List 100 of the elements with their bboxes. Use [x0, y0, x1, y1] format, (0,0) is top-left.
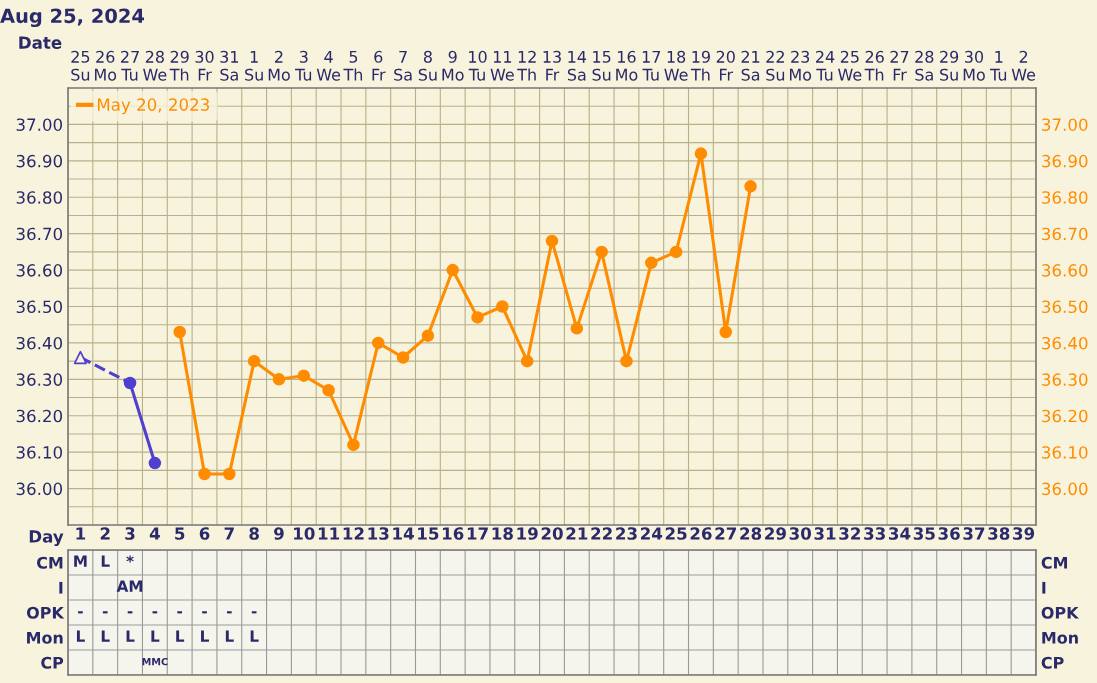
y2-tick-label: 36.40: [1042, 336, 1088, 350]
x-tick-label: 2 We: [1011, 50, 1036, 81]
point: [322, 384, 335, 397]
x-tick-label: 14 Sa: [567, 50, 587, 81]
point: [620, 354, 633, 368]
y-tick-label: 36.50: [16, 300, 63, 314]
x-tick-label: 27 Tu: [121, 50, 139, 81]
y-tick-label: 36.60: [16, 264, 63, 277]
text: M: [74, 555, 87, 567]
x-tick-label: 15: [418, 527, 439, 540]
y2-tick-label: OPK: [1041, 606, 1080, 619]
point: [372, 336, 385, 350]
x-tick-label: 18 We: [664, 50, 688, 81]
point: [471, 311, 484, 324]
y-tick-label: 36.30: [16, 373, 63, 386]
x-tick-label: 38: [988, 527, 1010, 540]
x-tick-label: 33: [864, 527, 885, 540]
x-tick-label: 27: [715, 527, 737, 540]
y-tick-label: 36.10: [16, 446, 63, 459]
x-tick-label: 5 Th: [343, 50, 363, 81]
text: L: [76, 630, 85, 642]
chart-title: Aug 25, 2024: [0, 8, 145, 28]
x-tick-label: 10 Tu: [468, 50, 487, 81]
x-tick-label: 35: [913, 527, 935, 540]
x-tick-label: 25: [665, 527, 687, 540]
text: L: [126, 630, 135, 642]
y2-tick-label: 36.30: [1042, 373, 1088, 386]
y-tick-label: 36.20: [16, 409, 63, 423]
x-tick-label: 37: [963, 527, 985, 540]
x-tick-label: 1 Tu: [989, 50, 1007, 81]
text: L: [151, 630, 160, 642]
x-tick-label: 36: [938, 527, 960, 540]
x-tick-label: 34: [889, 527, 911, 540]
x-tick-label: 31 Sa: [220, 50, 239, 81]
point: [123, 376, 137, 390]
point: [347, 438, 360, 452]
x-tick-label: 26: [690, 527, 712, 540]
x-tick-label: 10: [294, 527, 315, 540]
x-tick-label: 6 Fr: [372, 50, 386, 81]
point: [173, 325, 186, 339]
x-tick-label: 5: [175, 527, 185, 540]
x-tick-label: 7 Sa: [394, 50, 412, 81]
x-tick-label: 24 Tu: [816, 50, 835, 81]
x-tick-label: 29: [765, 527, 786, 540]
point: [297, 369, 311, 382]
y2-tick-label: Mon: [1042, 631, 1078, 644]
point: [223, 467, 236, 481]
x-tick-label: 23 Mo: [790, 50, 812, 81]
x-tick-label: 17 Tu: [642, 50, 661, 81]
text: L: [201, 630, 209, 642]
x-axis-title: Date: [19, 36, 62, 49]
point: [744, 180, 757, 193]
y-tick-label: 36.70: [16, 227, 63, 241]
text: MMC: [142, 657, 168, 666]
text: -: [226, 611, 232, 614]
x-tick-label: 22: [591, 527, 612, 540]
x-tick-label: 3 Tu: [295, 50, 312, 81]
x-tick-label: 30 Mo: [963, 50, 985, 81]
x-tick-label: 29 Su: [940, 50, 959, 81]
y-tick-label: 36.00: [16, 482, 63, 496]
x-tick-label: 7: [224, 527, 234, 540]
point: [520, 354, 534, 368]
y2-tick-label: 37.00: [1042, 118, 1088, 131]
text: L: [250, 630, 259, 642]
y-tick-label: 36.90: [16, 154, 63, 168]
x-tick-label: 20 Fr: [716, 50, 735, 81]
x-tick-label: 30: [789, 527, 811, 540]
text: -: [177, 611, 183, 614]
x-tick-label: 26 Th: [864, 50, 884, 81]
text: -: [127, 611, 133, 614]
x-tick-label: 15 Su: [592, 50, 611, 81]
y2-tick-label: 36.00: [1042, 482, 1088, 496]
y-tick-label: Mon: [27, 631, 63, 644]
x-tick-label: 30 Fr: [195, 50, 214, 81]
y2-tick-label: I: [1042, 581, 1046, 594]
x-tick-label: 28 Sa: [915, 50, 934, 81]
x-tick-label: 3: [125, 527, 135, 540]
y2-tick-label: 36.90: [1042, 154, 1088, 168]
x-tick-label: 9: [274, 527, 284, 540]
x-tick-label: 23: [616, 527, 637, 540]
x-tick-label: 39: [1013, 527, 1035, 540]
x-tick-label: 29 Th: [169, 50, 189, 81]
text: -: [78, 611, 83, 614]
x-tick-label: 11: [318, 527, 340, 540]
x-tick-label: 16 Mo: [616, 50, 638, 81]
x-tick-label: 27 Fr: [890, 50, 909, 81]
point: [148, 456, 162, 470]
point: [396, 351, 410, 364]
x-tick-label: 2 Mo: [268, 50, 290, 81]
text: -: [102, 611, 108, 614]
y2-tick-label: 36.70: [1042, 227, 1088, 241]
x-tick-label: 19 Th: [690, 50, 710, 81]
point: [570, 322, 584, 335]
text: -: [202, 611, 207, 614]
y2-tick-label: CP: [1041, 656, 1064, 669]
x-tick-label: 11 We: [490, 50, 514, 81]
x-tick-label: 13: [368, 527, 389, 540]
x-tick-label: 12: [343, 527, 364, 540]
text: L: [101, 555, 110, 567]
point: [247, 354, 261, 368]
